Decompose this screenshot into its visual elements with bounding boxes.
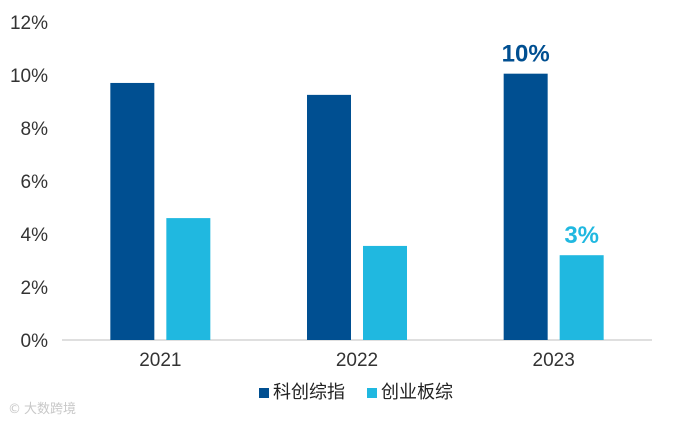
x-tick-label: 2021: [139, 350, 181, 371]
legend: 科创综指 创业板综: [259, 382, 453, 403]
watermark-logo-icon: ©: [8, 402, 21, 417]
y-tick-label: 6%: [21, 172, 49, 193]
data-labels: 10% 3%: [502, 41, 599, 250]
legend-label: 科创综指: [273, 382, 345, 403]
bar-科创综指-2023: [503, 73, 548, 341]
bar-科创综指-2021: [110, 82, 155, 340]
bar-创业板综-2023: [559, 255, 604, 340]
y-tick-label: 4%: [21, 225, 49, 246]
x-tick-label: 2022: [336, 350, 378, 371]
y-tick-label: 2%: [21, 278, 49, 299]
x-tick-label: 2023: [533, 350, 575, 371]
bars: [110, 73, 604, 341]
y-tick-label: 12%: [10, 13, 48, 34]
watermark-text: 大数跨境: [24, 402, 76, 417]
data-label: 3%: [564, 222, 599, 249]
legend-swatch: [367, 388, 377, 398]
bar-创业板综-2021: [166, 218, 211, 340]
legend-swatch: [259, 388, 269, 398]
bar-科创综指-2022: [307, 94, 351, 340]
data-label: 10%: [502, 41, 550, 68]
y-tick-label: 10%: [10, 66, 48, 87]
y-tick-label: 8%: [21, 119, 49, 140]
legend-label: 创业板综: [381, 382, 453, 403]
x-axis: 2021 2022 2023: [139, 350, 575, 371]
y-tick-label: 0%: [21, 331, 49, 352]
bar-创业板综-2022: [363, 245, 407, 340]
watermark: © 大数跨境: [8, 402, 76, 417]
y-axis: 0% 2% 4% 6% 8% 10% 12%: [10, 13, 48, 352]
